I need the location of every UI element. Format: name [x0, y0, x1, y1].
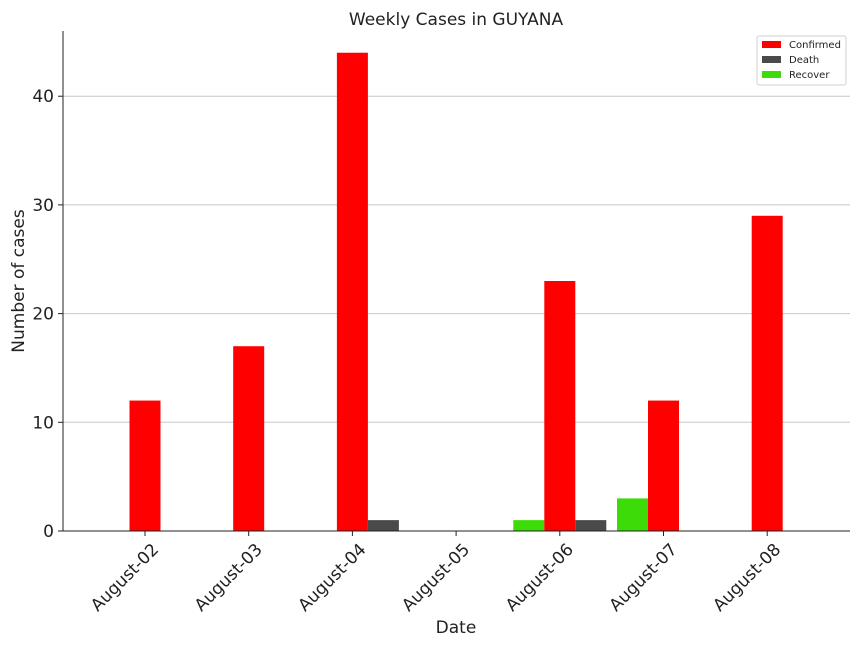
- legend: Confirmed Death Recover: [756, 35, 847, 86]
- bar-death-august-04: [367, 520, 399, 531]
- legend-label-recover: Recover: [789, 70, 830, 81]
- bar-death-august-06: [575, 520, 607, 531]
- bar-recover-august-06: [513, 520, 545, 531]
- y-ticks: 0 10 20 30 40: [32, 87, 63, 542]
- y-tick-label: 20: [32, 305, 54, 325]
- x-tick-label: August-06: [502, 540, 578, 616]
- legend-swatch-death: [762, 56, 781, 63]
- y-tick-label: 30: [32, 196, 54, 216]
- bar-confirmed-august-07: [648, 400, 679, 531]
- y-axis-label: Number of cases: [9, 209, 29, 353]
- bar-recover-august-07: [617, 498, 648, 531]
- x-tick-label: August-02: [87, 540, 163, 616]
- legend-label-death: Death: [789, 55, 819, 66]
- legend-swatch-recover: [762, 71, 781, 78]
- legend-label-confirmed: Confirmed: [789, 40, 841, 51]
- y-tick-label: 40: [32, 87, 54, 107]
- x-axis-label: Date: [436, 618, 477, 638]
- legend-swatch-confirmed: [762, 41, 781, 48]
- x-ticks: August-02 August-03 August-04 August-05 Augu…: [87, 531, 785, 616]
- y-tick-label: 10: [32, 413, 54, 433]
- x-tick-label: August-03: [191, 540, 267, 616]
- x-tick-label: August-07: [606, 540, 682, 616]
- bar-confirmed-august-03: [233, 346, 265, 531]
- x-tick-label: August-04: [295, 540, 371, 616]
- bars: [129, 52, 783, 532]
- bar-confirmed-august-04: [336, 52, 368, 531]
- grid-lines: [63, 95, 850, 423]
- y-tick-label: 0: [43, 522, 54, 542]
- bar-confirmed-august-06: [544, 281, 576, 531]
- bar-confirmed-august-08: [751, 215, 783, 532]
- x-tick-label: August-08: [709, 540, 785, 616]
- bar-confirmed-august-02: [129, 400, 161, 531]
- x-tick-label: August-05: [398, 540, 474, 616]
- chart-title: Weekly Cases in GUYANA: [349, 10, 564, 30]
